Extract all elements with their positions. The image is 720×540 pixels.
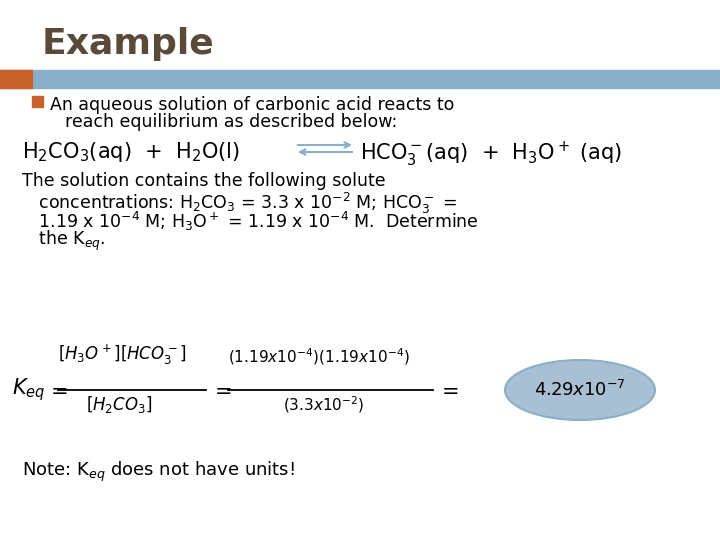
Text: 1.19 x 10$^{-4}$ M; H$_3$O$^+$ = 1.19 x 10$^{-4}$ M.  Determine: 1.19 x 10$^{-4}$ M; H$_3$O$^+$ = 1.19 x …: [22, 210, 479, 233]
Text: $=$: $=$: [46, 380, 68, 400]
Ellipse shape: [505, 360, 655, 420]
Text: reach equilibrium as described below:: reach equilibrium as described below:: [65, 113, 397, 131]
Text: $4.29x10^{-7}$: $4.29x10^{-7}$: [534, 380, 626, 400]
Text: Note: K$_{eq}$ does not have units!: Note: K$_{eq}$ does not have units!: [22, 460, 294, 484]
Text: H$_2$CO$_3$(aq)  +  H$_2$O(l): H$_2$CO$_3$(aq) + H$_2$O(l): [22, 140, 240, 164]
Text: $K_{eq}$: $K_{eq}$: [12, 376, 45, 403]
Text: Example: Example: [42, 27, 215, 61]
Text: An aqueous solution of carbonic acid reacts to: An aqueous solution of carbonic acid rea…: [50, 96, 454, 114]
Bar: [0, 70, 32, 88]
Text: The solution contains the following solute: The solution contains the following solu…: [22, 172, 386, 190]
Text: $=$: $=$: [437, 380, 459, 400]
Bar: [32, 96, 43, 107]
Text: $[H_2CO_3]$: $[H_2CO_3]$: [86, 394, 153, 415]
Text: $=$: $=$: [210, 380, 231, 400]
Text: $[H_3O^+][HCO_3^-]$: $[H_3O^+][HCO_3^-]$: [58, 343, 186, 367]
Bar: [0, 70, 720, 88]
Text: $(3.3x10^{-2})$: $(3.3x10^{-2})$: [283, 394, 364, 415]
Text: concentrations: H$_2$CO$_3$ = 3.3 x 10$^{-2}$ M; HCO$_3^-$ =: concentrations: H$_2$CO$_3$ = 3.3 x 10$^…: [22, 191, 457, 216]
Text: the K$_{eq}$.: the K$_{eq}$.: [22, 229, 106, 253]
Text: $(1.19x10^{-4})(1.19x10^{-4})$: $(1.19x10^{-4})(1.19x10^{-4})$: [228, 346, 410, 367]
Text: HCO$_3^-$(aq)  +  H$_3$O$^+$ (aq): HCO$_3^-$(aq) + H$_3$O$^+$ (aq): [360, 140, 622, 170]
